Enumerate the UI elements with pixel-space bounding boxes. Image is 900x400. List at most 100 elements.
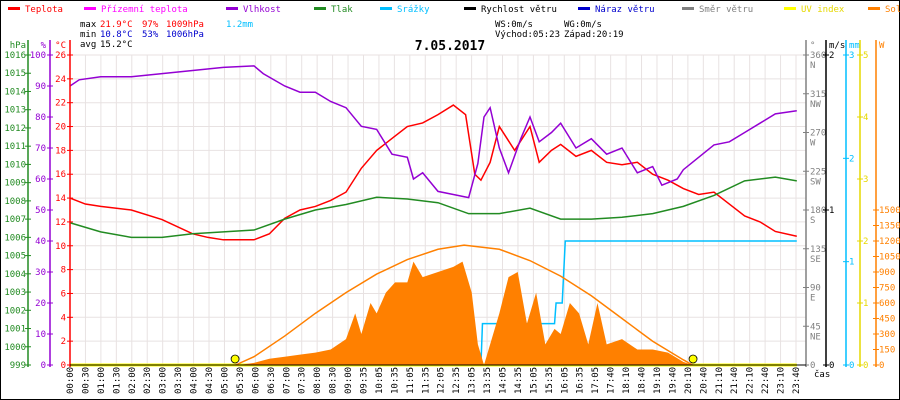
x-tick-label: 22:10	[746, 367, 756, 394]
solar-tick-label: 1500	[879, 206, 900, 216]
x-tick-label: 15:05	[529, 367, 539, 394]
direction-tick-label: 45	[810, 322, 821, 332]
stat-max-press: 1009hPa	[166, 20, 204, 30]
sunset-marker	[688, 354, 698, 364]
series-solar-area	[238, 261, 693, 365]
pressure-tick-label: 1016	[4, 51, 26, 61]
legend-swatch	[784, 7, 796, 10]
uv-tick-label: 2	[863, 237, 868, 247]
legend-swatch	[226, 7, 238, 10]
humidity-tick-label: 100	[30, 51, 46, 61]
x-tick-label: 17:40	[607, 367, 617, 394]
legend-swatch	[314, 7, 326, 10]
stats-block: max 21.9°C 97% 1009hPa 1.2mm min 10.8°C …	[80, 20, 624, 50]
wind-tick-label: 0	[829, 361, 834, 371]
stat-min-press: 1006hPa	[166, 30, 204, 40]
humidity-tick-label: 0	[41, 361, 46, 371]
uv-tick-label: 1	[863, 299, 868, 309]
direction-tick-label: 90	[810, 284, 821, 294]
x-tick-label: 18:40	[638, 367, 648, 394]
x-tick-label: 19:40	[668, 367, 678, 394]
series-vlhkost-line	[69, 65, 797, 199]
sunrise-marker	[230, 354, 240, 364]
legend-label-9: Solar	[885, 5, 900, 15]
x-tick-label: 23:10	[777, 367, 787, 394]
solar-tick-label: 1050	[879, 253, 900, 263]
axes: hPa1016101510141013101210111010100910081…	[4, 40, 900, 371]
solar-tick-label: 0	[879, 361, 884, 371]
chart-title: 7.05.2017	[415, 39, 485, 54]
x-tick-label: 18:10	[622, 367, 632, 394]
x-tick-label: 21:10	[715, 367, 725, 394]
solar-axis-unit: W	[879, 41, 885, 51]
series-solar-theoretical-line	[235, 244, 693, 366]
uv-tick-label: 0	[863, 361, 868, 371]
direction-tick-sublabel: N	[810, 61, 815, 71]
uv-tick-label: 3	[863, 175, 868, 185]
pressure-axis-unit: hPa	[10, 41, 26, 51]
direction-tick-label: 360	[810, 51, 826, 61]
rain-axis-unit: mm	[849, 41, 860, 51]
stat-sunset: Západ:20:19	[564, 30, 624, 40]
x-tick-label: 00:00	[66, 367, 76, 394]
humidity-tick-label: 20	[35, 299, 46, 309]
temperature-tick-label: 20	[55, 123, 66, 133]
pressure-tick-label: 1005	[4, 252, 26, 262]
x-tick-label: 01:00	[97, 367, 107, 394]
series-srážky-line	[480, 240, 797, 366]
x-tick-label: 02:30	[143, 367, 153, 394]
x-tick-label: 13:35	[483, 367, 493, 394]
x-tick-label: 13:05	[468, 367, 478, 394]
humidity-tick-label: 90	[35, 82, 46, 92]
x-tick-label: 04:00	[190, 367, 200, 394]
legend: Teplota Přízemní teplota Vlhkost Tlak Srážky…	[8, 5, 900, 15]
humidity-tick-label: 80	[35, 113, 46, 123]
stat-max-hum: 97%	[142, 20, 159, 30]
stat-wind-speed: WS:0m/s	[495, 20, 533, 30]
x-tick-label: 16:35	[576, 367, 586, 394]
solar-tick-label: 1350	[879, 222, 900, 232]
legend-label-2: Vlhkost	[243, 5, 281, 15]
x-tick-label: 01:30	[112, 367, 122, 394]
humidity-axis-unit: %	[41, 41, 47, 51]
x-tick-label: 07:00	[282, 367, 292, 394]
temperature-tick-label: 8	[61, 266, 66, 276]
direction-tick-sublabel: SE	[810, 255, 821, 265]
direction-tick-sublabel: NW	[810, 100, 821, 110]
direction-tick-sublabel: W	[810, 139, 816, 149]
legend-swatch	[682, 7, 694, 10]
pressure-tick-label: 1003	[4, 288, 26, 298]
x-tick-label: 04:30	[205, 367, 215, 394]
x-tick-label: 12:05	[437, 367, 447, 394]
stat-min-hum: 53%	[142, 30, 159, 40]
x-tick-label: 20:10	[684, 367, 694, 394]
x-tick-label: 02:00	[128, 367, 138, 394]
direction-tick-label: 225	[810, 167, 826, 177]
x-tick-label: 08:30	[329, 367, 339, 394]
legend-swatch	[380, 7, 392, 10]
legend-swatch	[8, 7, 20, 10]
legend-label-7: Směr větru	[699, 5, 753, 15]
legend-label-4: Srážky	[397, 5, 430, 15]
rain-tick-label: 0	[849, 361, 854, 371]
temperature-tick-label: 0	[61, 361, 66, 371]
x-tick-label: 14:35	[514, 367, 524, 394]
temperature-tick-label: 18	[55, 146, 66, 156]
x-tick-label: 15:35	[545, 367, 555, 394]
stat-sunrise: Východ:05:23	[495, 30, 560, 40]
x-tick-label: 10:35	[390, 367, 400, 394]
x-tick-label: 10:05	[375, 367, 385, 394]
stat-max-label: max	[80, 20, 97, 30]
rain-tick-label: 1	[849, 258, 854, 268]
legend-label-5: Rychlost větru	[481, 5, 557, 15]
x-tick-label: 17:05	[591, 367, 601, 394]
pressure-tick-label: 1006	[4, 233, 26, 243]
x-tick-label: 22:40	[761, 367, 771, 394]
pressure-tick-label: 1010	[4, 160, 26, 170]
direction-tick-sublabel: NE	[810, 332, 821, 342]
stat-avg-label: avg	[80, 40, 96, 50]
solar-tick-label: 1200	[879, 237, 900, 247]
humidity-tick-label: 40	[35, 237, 46, 247]
direction-tick-sublabel: S	[810, 216, 815, 226]
temperature-tick-label: 22	[55, 99, 66, 109]
